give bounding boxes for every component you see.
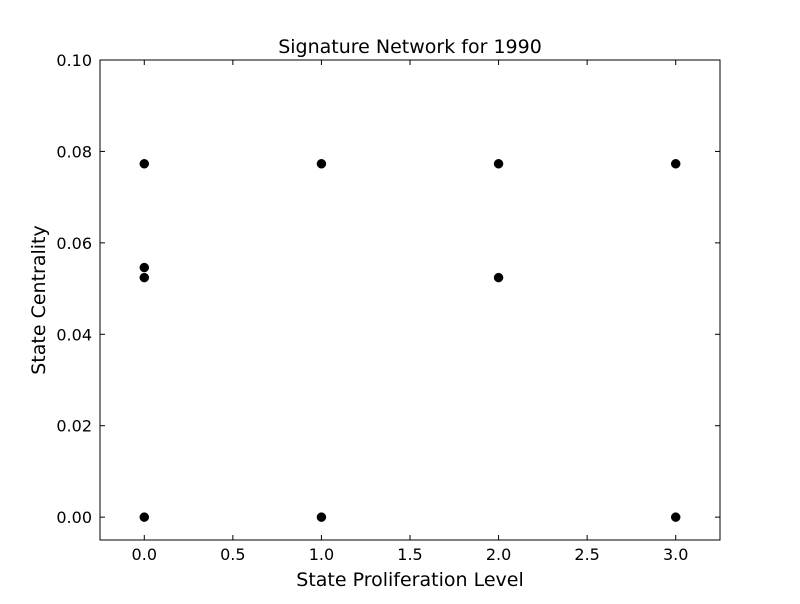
y-tick-label: 0.00 (56, 508, 92, 527)
data-point (139, 512, 150, 522)
y-tick-label: 0.04 (56, 325, 92, 344)
y-tick-label: 0.02 (56, 417, 92, 436)
x-tick-label: 1.0 (309, 545, 334, 564)
y-tick-label: 0.06 (56, 234, 92, 253)
x-tick-label: 3.0 (663, 545, 688, 564)
x-tick-label: 0.5 (220, 545, 245, 564)
y-axis-title: State Centrality (28, 225, 50, 375)
x-tick-label: 0.0 (132, 545, 157, 564)
x-tick-label: 1.5 (397, 545, 422, 564)
x-tick-label: 2.0 (486, 545, 511, 564)
chart-title: Signature Network for 1990 (278, 36, 542, 58)
marks-layer (139, 159, 681, 522)
y-tick-label: 0.10 (56, 51, 92, 70)
data-point (316, 159, 327, 169)
data-point (670, 159, 681, 169)
data-point (493, 272, 504, 283)
x-axis-title: State Proliferation Level (296, 569, 523, 591)
data-point (139, 262, 150, 273)
data-point (139, 159, 150, 169)
x-tick-label: 2.5 (574, 545, 599, 564)
data-point (316, 512, 327, 522)
ticks-layer: 0.0 0.5 1.0 1.5 2.0 2.5 3.0 0.00 0.02 0.04 0.06 0.0… (56, 51, 720, 564)
plot-frame (99, 59, 721, 541)
data-point (493, 159, 504, 169)
y-tick-label: 0.08 (56, 142, 92, 161)
data-point (670, 512, 681, 522)
data-point (139, 272, 150, 283)
